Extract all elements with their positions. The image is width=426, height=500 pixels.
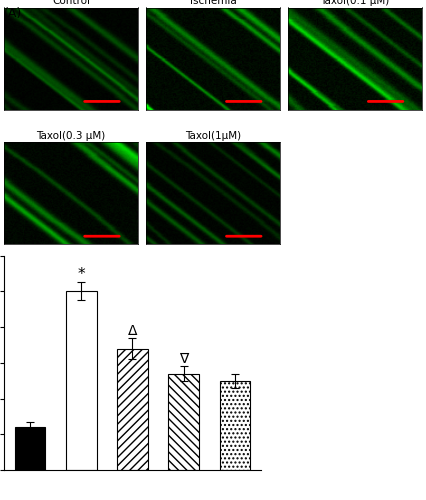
Title: Control: Control (52, 0, 90, 6)
Legend: Control, Ischemia, Taxol(0.1 μM), Taxol(0.3 μM), Taxol(1 μM): Control, Ischemia, Taxol(0.1 μM), Taxol(… (262, 256, 366, 336)
Text: ∇: ∇ (179, 352, 188, 366)
Bar (14, 427, 45, 470)
Title: Taxol(1μM): Taxol(1μM) (185, 131, 241, 141)
Title: Taxol(0.3 μM): Taxol(0.3 μM) (37, 131, 106, 141)
Bar (66, 292, 97, 470)
Text: Δ: Δ (128, 324, 137, 338)
Title: Taxol(0.1 μM): Taxol(0.1 μM) (320, 0, 389, 6)
Title: Ischemia: Ischemia (190, 0, 236, 6)
Text: *: * (78, 267, 85, 282)
Bar (219, 380, 250, 470)
Text: (A): (A) (4, 8, 23, 20)
Bar (168, 374, 199, 470)
Bar (117, 348, 148, 470)
